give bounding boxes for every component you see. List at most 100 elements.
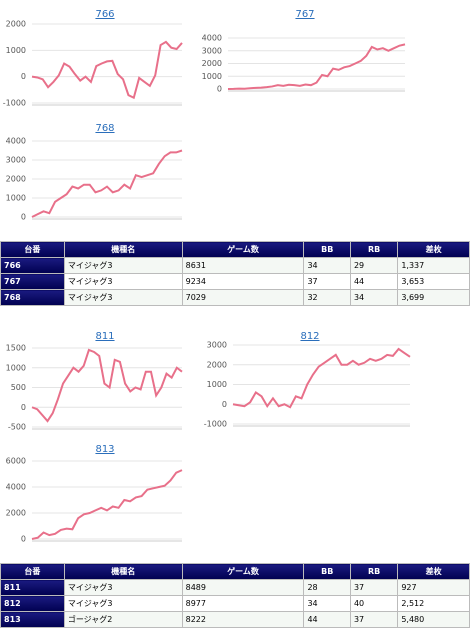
data-line (232, 347, 411, 409)
table-cell: マイジャグ3 (63, 257, 183, 274)
header-cell: 台番 (0, 563, 65, 580)
table-cell: 44 (303, 611, 351, 628)
y-tick-label: 1000 (6, 46, 26, 55)
header-row: 台番 機種名 ゲーム数 BB RB 差枚 (0, 563, 470, 580)
header-cell: 台番 (0, 241, 65, 258)
data-table: 台番 機種名 ゲーム数 BB RB 差枚 811 マイジャグ3 8489 28 37 927 812 マイ… (0, 563, 470, 628)
table-cell: 28 (303, 579, 351, 596)
table-cell: 34 (303, 257, 351, 274)
header-cell: BB (303, 563, 351, 580)
table-cell: 8489 (181, 579, 305, 596)
table-cell: 8631 (181, 257, 305, 274)
table-cell: マイジャグ3 (63, 579, 183, 596)
table-cell: 44 (349, 273, 399, 290)
y-tick-label: 1000 (6, 363, 26, 372)
header-cell: 機種名 (63, 241, 183, 258)
table-cell: 811 (0, 579, 65, 596)
table-cell: 3,653 (397, 273, 470, 290)
table-cell: 768 (0, 289, 65, 306)
y-tick-label: 0 (21, 403, 26, 412)
table-cell: 37 (349, 579, 399, 596)
y-tick-label: 2000 (202, 59, 222, 68)
y-tick-label: 0 (21, 535, 26, 544)
header-cell: 機種名 (63, 563, 183, 580)
table-cell: 927 (397, 579, 470, 596)
table-cell: 32 (303, 289, 351, 306)
y-tick-label: 4000 (202, 34, 222, 43)
table-cell: 34 (303, 595, 351, 612)
table-cell: 1,337 (397, 257, 470, 274)
header-cell: BB (303, 241, 351, 258)
y-tick-label: -1000 (204, 420, 227, 429)
y-tick-label: 2000 (6, 175, 26, 184)
y-tick-label: 1000 (202, 72, 222, 81)
y-tick-label: 2000 (6, 509, 26, 518)
chart-title[interactable]: 811 (95, 331, 114, 342)
chart-title[interactable]: 812 (300, 331, 319, 342)
header-cell: 差枚 (397, 563, 470, 580)
table-cell: 8977 (181, 595, 305, 612)
y-tick-label: -500 (8, 423, 26, 432)
table-cell: マイジャグ3 (63, 273, 183, 290)
table-cell: 37 (349, 611, 399, 628)
y-tick-label: 6000 (6, 457, 26, 466)
table-cell: 40 (349, 595, 399, 612)
table-row: 813 ゴージャグ2 8222 44 37 5,480 (0, 611, 470, 628)
table-cell: 813 (0, 611, 65, 628)
chart-title[interactable]: 767 (295, 9, 314, 20)
chart-title[interactable]: 768 (95, 123, 114, 134)
table-cell: マイジャグ3 (63, 289, 183, 306)
data-line (227, 43, 406, 90)
data-line (31, 40, 183, 100)
table-cell: 3,699 (397, 289, 470, 306)
y-tick-label: 500 (11, 383, 26, 392)
data-table: 台番 機種名 ゲーム数 BB RB 差枚 766 マイジャグ3 8631 34 29 1,337 767… (0, 241, 470, 306)
header-cell: RB (349, 563, 399, 580)
y-tick-label: 0 (222, 400, 227, 409)
table-row: 768 マイジャグ3 7029 32 34 3,699 (0, 289, 470, 306)
y-tick-label: 1000 (6, 194, 26, 203)
y-tick-label: 2000 (6, 20, 26, 29)
data-line (31, 348, 183, 423)
y-tick-label: 0 (217, 85, 222, 94)
header-cell: ゲーム数 (181, 563, 305, 580)
y-tick-label: 1000 (207, 380, 227, 389)
header-cell: ゲーム数 (181, 241, 305, 258)
data-line (31, 469, 183, 540)
table-cell: 5,480 (397, 611, 470, 628)
y-tick-label: 4000 (6, 137, 26, 146)
table-cell: 2,512 (397, 595, 470, 612)
table-cell: ゴージャグ2 (63, 611, 183, 628)
table-cell: 8222 (181, 611, 305, 628)
table-row: 767 マイジャグ3 9234 37 44 3,653 (0, 273, 470, 290)
y-tick-label: 3000 (6, 156, 26, 165)
table-cell: 767 (0, 273, 65, 290)
header-row: 台番 機種名 ゲーム数 BB RB 差枚 (0, 241, 470, 258)
y-tick-label: 0 (21, 72, 26, 81)
y-tick-label: 3000 (207, 341, 227, 350)
data-line (31, 149, 183, 218)
table-cell: 9234 (181, 273, 305, 290)
y-tick-label: -1000 (3, 99, 26, 108)
y-tick-label: 4000 (6, 483, 26, 492)
table-row: 812 マイジャグ3 8977 34 40 2,512 (0, 595, 470, 612)
y-tick-label: 1500 (6, 344, 26, 353)
y-tick-label: 0 (21, 213, 26, 222)
table-row: 766 マイジャグ3 8631 34 29 1,337 (0, 257, 470, 274)
chart-title[interactable]: 813 (95, 444, 114, 455)
table-cell: 34 (349, 289, 399, 306)
table-cell: 37 (303, 273, 351, 290)
table-cell: 7029 (181, 289, 305, 306)
table-cell: 29 (349, 257, 399, 274)
header-cell: 差枚 (397, 241, 470, 258)
table-row: 811 マイジャグ3 8489 28 37 927 (0, 579, 470, 596)
y-tick-label: 3000 (202, 46, 222, 55)
y-tick-label: 2000 (207, 360, 227, 369)
table-cell: 766 (0, 257, 65, 274)
table-cell: マイジャグ3 (63, 595, 183, 612)
table-cell: 812 (0, 595, 65, 612)
header-cell: RB (349, 241, 399, 258)
chart-title[interactable]: 766 (95, 9, 114, 20)
